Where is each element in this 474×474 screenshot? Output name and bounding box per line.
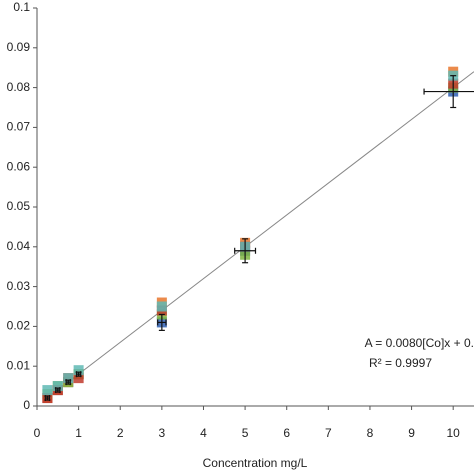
marker	[73, 365, 84, 376]
marker	[73, 373, 84, 384]
fit-line	[47, 71, 474, 399]
error-bar-x	[157, 319, 167, 326]
x-tick-label: 5	[242, 426, 249, 440]
y-tick-label: 0.08	[7, 80, 31, 94]
annotation: A = 0.0080[Co]x + 0.	[365, 336, 474, 350]
error-bar-x	[65, 379, 71, 386]
y-tick-label: 0.01	[7, 358, 31, 372]
error-bar-x	[75, 371, 82, 378]
x-tick-label: 7	[325, 426, 332, 440]
y-tick-label: 0.09	[7, 40, 31, 54]
y-tick-label: 0.02	[7, 319, 31, 333]
y-tick-label: 0.1	[13, 0, 30, 14]
x-tick-label: 9	[408, 426, 415, 440]
y-tick-label: 0.06	[7, 159, 31, 173]
error-bar-x	[423, 88, 474, 95]
marker	[42, 385, 53, 396]
x-tick-label: 3	[159, 426, 166, 440]
x-tick-label: 10	[447, 426, 461, 440]
x-axis-label: Concentration mg/L	[203, 456, 308, 470]
x-tick-label: 8	[367, 426, 374, 440]
y-tick-label: 0.04	[7, 239, 31, 253]
y-tick-label: 0	[23, 398, 30, 412]
error-bar-x	[55, 387, 61, 394]
y-tick-label: 0.03	[7, 279, 31, 293]
x-tick-label: 2	[117, 426, 124, 440]
annotation: R² = 0.9997	[369, 356, 432, 370]
marker	[52, 381, 63, 392]
marker	[156, 301, 167, 312]
x-tick-label: 6	[283, 426, 290, 440]
x-tick-label: 0	[34, 426, 41, 440]
x-tick-label: 4	[200, 426, 207, 440]
error-bar-x	[44, 395, 51, 402]
y-tick-label: 0.05	[7, 199, 31, 213]
marker	[63, 373, 74, 384]
x-tick-label: 1	[75, 426, 82, 440]
y-tick-label: 0.07	[7, 120, 31, 134]
error-bar-x	[234, 247, 257, 254]
